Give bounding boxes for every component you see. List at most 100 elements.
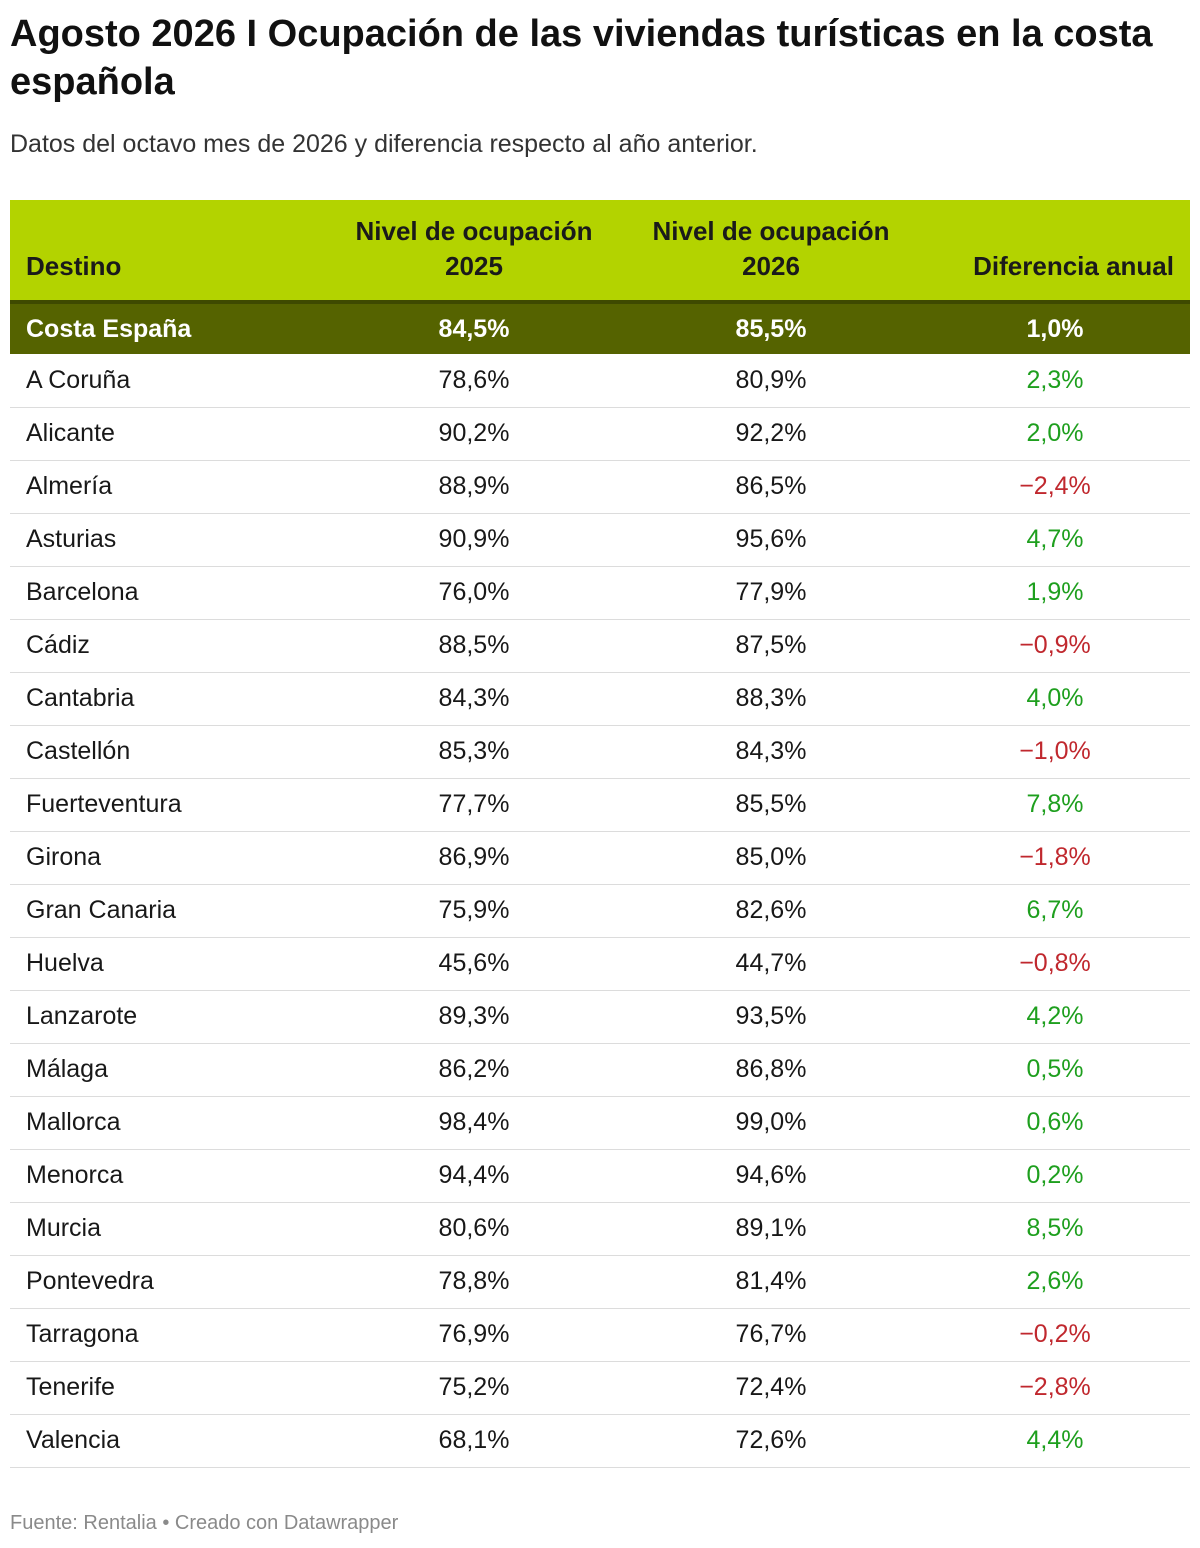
table-row: A Coruña 78,6% 80,9% 2,3% bbox=[10, 354, 1190, 408]
total-destino: Costa España bbox=[26, 314, 192, 343]
cell-diferencia: 4,2% bbox=[920, 990, 1190, 1044]
cell-destino: Málaga bbox=[10, 1043, 326, 1097]
cell-2026: 72,4% bbox=[622, 1361, 920, 1415]
cell-diferencia: −1,0% bbox=[920, 725, 1190, 779]
cell-2025: 75,9% bbox=[326, 884, 622, 938]
cell-2026: 85,5% bbox=[622, 778, 920, 832]
cell-2026: 72,6% bbox=[622, 1414, 920, 1468]
cell-diferencia: −0,9% bbox=[920, 619, 1190, 673]
table-row: Murcia 80,6% 89,1% 8,5% bbox=[10, 1202, 1190, 1256]
table-row: Cantabria 84,3% 88,3% 4,0% bbox=[10, 672, 1190, 726]
table-row: Pontevedra 78,8% 81,4% 2,6% bbox=[10, 1255, 1190, 1309]
cell-2026: 81,4% bbox=[622, 1255, 920, 1309]
cell-2025: 85,3% bbox=[326, 725, 622, 779]
cell-diferencia: −0,2% bbox=[920, 1308, 1190, 1362]
table-header-row: Destino Nivel de ocupación 2025 Nivel de… bbox=[10, 200, 1190, 304]
column-header-diferencia: Diferencia anual bbox=[920, 200, 1190, 304]
cell-2025: 68,1% bbox=[326, 1414, 622, 1468]
cell-2025: 88,9% bbox=[326, 460, 622, 514]
cell-destino: Cádiz bbox=[10, 619, 326, 673]
cell-2025: 86,2% bbox=[326, 1043, 622, 1097]
cell-diferencia: 4,0% bbox=[920, 672, 1190, 726]
cell-destino: Menorca bbox=[10, 1149, 326, 1203]
table-row: Cádiz 88,5% 87,5% −0,9% bbox=[10, 619, 1190, 673]
total-2025: 84,5% bbox=[438, 314, 510, 343]
cell-destino: Valencia bbox=[10, 1414, 326, 1468]
cell-2025: 76,0% bbox=[326, 566, 622, 620]
table-row: Tenerife 75,2% 72,4% −2,8% bbox=[10, 1361, 1190, 1415]
cell-2026: 84,3% bbox=[622, 725, 920, 779]
table-row: Tarragona 76,9% 76,7% −0,2% bbox=[10, 1308, 1190, 1362]
cell-2026: 77,9% bbox=[622, 566, 920, 620]
cell-2026: 85,0% bbox=[622, 831, 920, 885]
cell-diferencia: 2,0% bbox=[920, 407, 1190, 461]
cell-2026: 86,8% bbox=[622, 1043, 920, 1097]
cell-2026: 87,5% bbox=[622, 619, 920, 673]
cell-2025: 98,4% bbox=[326, 1096, 622, 1150]
table-row: Fuerteventura 77,7% 85,5% 7,8% bbox=[10, 778, 1190, 832]
cell-destino: Cantabria bbox=[10, 672, 326, 726]
cell-2025: 80,6% bbox=[326, 1202, 622, 1256]
cell-2026: 82,6% bbox=[622, 884, 920, 938]
cell-2026: 80,9% bbox=[622, 354, 920, 408]
chart-footer: Fuente: Rentalia • Creado con Datawrappe… bbox=[10, 1512, 399, 1534]
cell-destino: Fuerteventura bbox=[10, 778, 326, 832]
cell-diferencia: 0,6% bbox=[920, 1096, 1190, 1150]
total-2026: 85,5% bbox=[735, 314, 807, 343]
cell-destino: Alicante bbox=[10, 407, 326, 461]
column-header-destino: Destino bbox=[10, 200, 326, 304]
cell-2026: 86,5% bbox=[622, 460, 920, 514]
table-body: Costa España 84,5% 85,5% 1,0% A Coruña 78… bbox=[10, 302, 1190, 1468]
cell-2026: 44,7% bbox=[622, 937, 920, 991]
cell-2026: 76,7% bbox=[622, 1308, 920, 1362]
table-row: Almería 88,9% 86,5% −2,4% bbox=[10, 460, 1190, 514]
cell-2026: 89,1% bbox=[622, 1202, 920, 1256]
table-row: Huelva 45,6% 44,7% −0,8% bbox=[10, 937, 1190, 991]
cell-diferencia: −2,8% bbox=[920, 1361, 1190, 1415]
table-row: Barcelona 76,0% 77,9% 1,9% bbox=[10, 566, 1190, 620]
table-row: Alicante 90,2% 92,2% 2,0% bbox=[10, 407, 1190, 461]
column-header-2026: Nivel de ocupación 2026 bbox=[622, 200, 920, 304]
cell-destino: Tenerife bbox=[10, 1361, 326, 1415]
cell-2026: 93,5% bbox=[622, 990, 920, 1044]
total-row: Costa España 84,5% 85,5% 1,0% bbox=[10, 302, 1190, 354]
cell-diferencia: 7,8% bbox=[920, 778, 1190, 832]
table-row: Valencia 68,1% 72,6% 4,4% bbox=[10, 1414, 1190, 1468]
cell-2025: 90,9% bbox=[326, 513, 622, 567]
table-row: Málaga 86,2% 86,8% 0,5% bbox=[10, 1043, 1190, 1097]
chart-title: Agosto 2026 I Ocupación de las viviendas… bbox=[10, 13, 1153, 103]
table-row: Castellón 85,3% 84,3% −1,0% bbox=[10, 725, 1190, 779]
cell-destino: Lanzarote bbox=[10, 990, 326, 1044]
cell-destino: Gran Canaria bbox=[10, 884, 326, 938]
cell-destino: Barcelona bbox=[10, 566, 326, 620]
cell-2026: 94,6% bbox=[622, 1149, 920, 1203]
cell-destino: A Coruña bbox=[10, 354, 326, 408]
cell-2025: 84,3% bbox=[326, 672, 622, 726]
cell-diferencia: 6,7% bbox=[920, 884, 1190, 938]
cell-diferencia: 1,9% bbox=[920, 566, 1190, 620]
cell-destino: Mallorca bbox=[10, 1096, 326, 1150]
cell-2026: 99,0% bbox=[622, 1096, 920, 1150]
cell-destino: Pontevedra bbox=[10, 1255, 326, 1309]
cell-2025: 45,6% bbox=[326, 937, 622, 991]
table-row: Gran Canaria 75,9% 82,6% 6,7% bbox=[10, 884, 1190, 938]
cell-destino: Huelva bbox=[10, 937, 326, 991]
cell-2026: 95,6% bbox=[622, 513, 920, 567]
cell-diferencia: 4,7% bbox=[920, 513, 1190, 567]
cell-destino: Almería bbox=[10, 460, 326, 514]
cell-destino: Tarragona bbox=[10, 1308, 326, 1362]
cell-diferencia: −1,8% bbox=[920, 831, 1190, 885]
cell-2025: 77,7% bbox=[326, 778, 622, 832]
cell-2025: 90,2% bbox=[326, 407, 622, 461]
cell-2025: 88,5% bbox=[326, 619, 622, 673]
occupancy-table: Destino Nivel de ocupación 2025 Nivel de… bbox=[10, 200, 1190, 1468]
cell-diferencia: 8,5% bbox=[920, 1202, 1190, 1256]
cell-diferencia: −2,4% bbox=[920, 460, 1190, 514]
table-row: Asturias 90,9% 95,6% 4,7% bbox=[10, 513, 1190, 567]
cell-2026: 88,3% bbox=[622, 672, 920, 726]
table-row: Mallorca 98,4% 99,0% 0,6% bbox=[10, 1096, 1190, 1150]
column-header-2025: Nivel de ocupación 2025 bbox=[326, 200, 622, 304]
cell-2025: 94,4% bbox=[326, 1149, 622, 1203]
cell-2025: 89,3% bbox=[326, 990, 622, 1044]
cell-diferencia: 4,4% bbox=[920, 1414, 1190, 1468]
